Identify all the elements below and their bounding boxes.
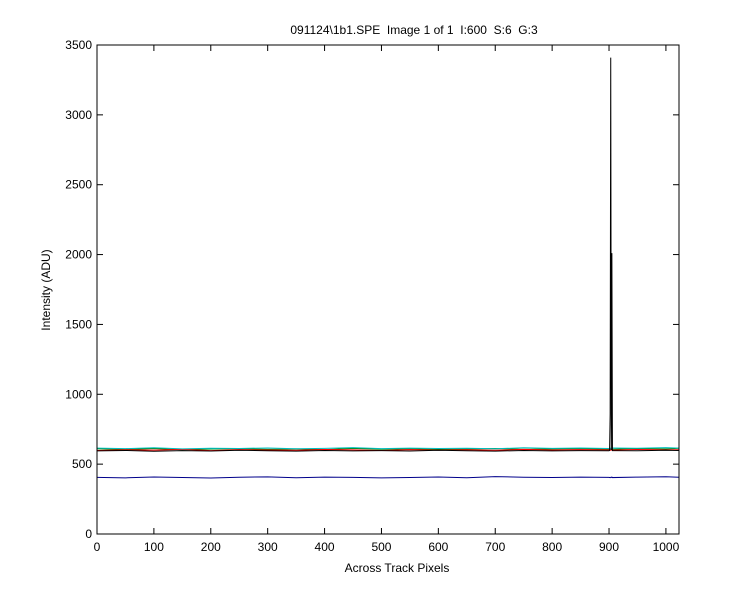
data-line [96, 476, 680, 479]
y-tick-label: 500 [72, 457, 92, 471]
plot-frame [96, 44, 680, 535]
x-tick-label: 0 [94, 540, 101, 554]
x-tick-label: 200 [201, 540, 221, 554]
x-tick-label: 600 [428, 540, 448, 554]
x-tick-label: 900 [599, 540, 619, 554]
y-tick-label: 1500 [65, 317, 92, 331]
y-tick-label: 2000 [65, 248, 92, 262]
x-tick-label: 700 [485, 540, 505, 554]
y-axis-label: Intensity (ADU) [39, 249, 53, 330]
x-tick-label: 100 [144, 540, 164, 554]
data-line [96, 57, 680, 452]
y-tick-label: 1000 [65, 387, 92, 401]
x-tick-label: 500 [371, 540, 391, 554]
y-tick-label: 2500 [65, 178, 92, 192]
y-tick-label: 3500 [65, 38, 92, 52]
y-tick-label: 0 [85, 527, 92, 541]
y-tick-label: 3000 [65, 108, 92, 122]
x-tick-label: 1000 [653, 540, 680, 554]
x-tick-label: 400 [315, 540, 335, 554]
x-tick-label: 800 [542, 540, 562, 554]
x-tick-label: 300 [258, 540, 278, 554]
x-axis-label: Across Track Pixels [345, 561, 450, 575]
chart-title: 091124\1b1.SPE Image 1 of 1 I:600 S:6 G:… [290, 23, 538, 37]
